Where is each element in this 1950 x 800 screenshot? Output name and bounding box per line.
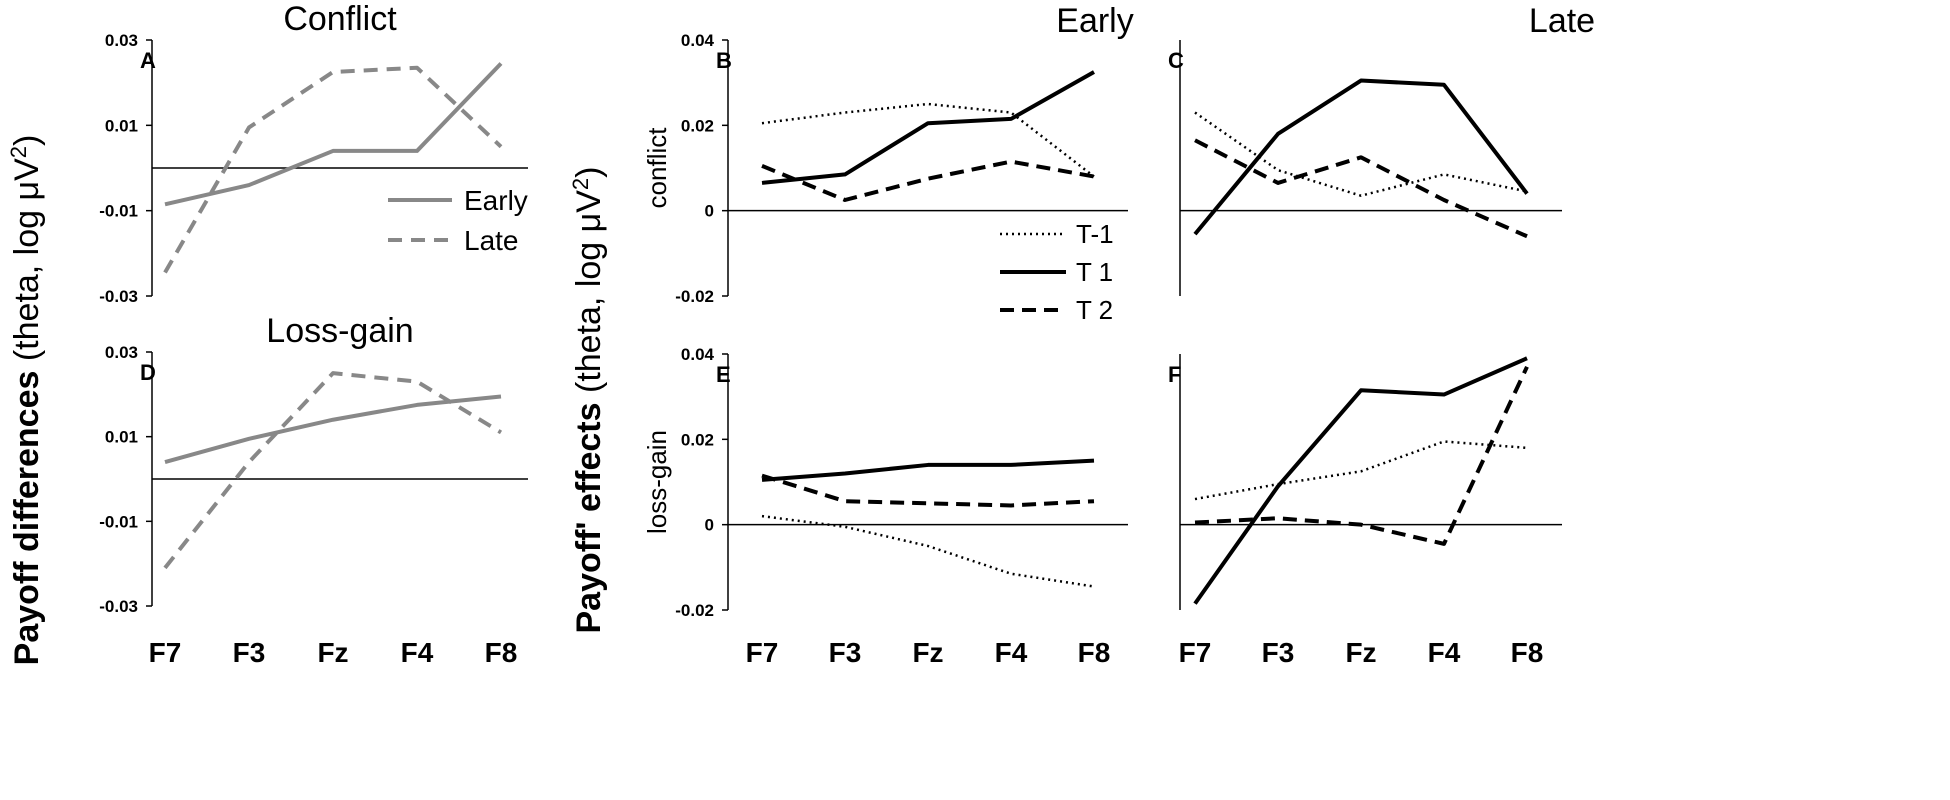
x-tick-label: F3: [1262, 637, 1295, 668]
series-line-t1: [1193, 78, 1529, 236]
x-tick-label: F7: [746, 637, 779, 668]
series-line-t-1: [1194, 440, 1528, 501]
left-y-axis-label-sup: 2: [6, 146, 31, 158]
right-y-axis-label-rest: (theta, log μV: [570, 190, 608, 403]
series-line-t2: [1194, 365, 1529, 546]
y-tick-label: -0.01: [99, 202, 138, 221]
panel-c: C: [1168, 40, 1562, 296]
panel-title: Loss-gain: [266, 312, 413, 350]
right-y-axis-label-bold: Payoff' effects: [570, 402, 608, 633]
left-y-axis-label-bold: Payoff differences: [8, 371, 46, 666]
legend-label: Late: [464, 225, 519, 256]
panel-label: A: [140, 48, 156, 73]
series-line-t2: [761, 473, 1095, 508]
x-tick-label: F4: [401, 637, 434, 668]
y-tick-label: 0.02: [681, 116, 714, 135]
x-tick-label: Fz: [1345, 637, 1376, 668]
y-tick-label: 0.03: [105, 31, 138, 50]
panel-y-label: loss-gain: [642, 430, 672, 534]
series-line-t2: [761, 159, 1095, 202]
left-y-axis-label: Payoff differences (theta, log μV2): [6, 135, 46, 666]
panel-label: E: [716, 362, 731, 387]
right-y-axis-label: Payoff' effects (theta, log μV2): [568, 167, 608, 634]
panel-d: 0.03 0.01 -0.01 -0.03 F7 F3 Fz F4 F8 D Loss-gain: [99, 312, 528, 668]
series-line-early: [164, 394, 502, 464]
series-line-t2: [1194, 138, 1528, 239]
series-line-t-1: [761, 102, 1095, 178]
y-tick-label: 0.01: [105, 116, 138, 135]
legend-label: T 2: [1076, 295, 1113, 325]
y-tick-label: 0.02: [681, 430, 714, 449]
series-line-early: [164, 62, 503, 207]
x-tick-label: F7: [149, 637, 182, 668]
x-tick-label: F8: [1511, 637, 1544, 668]
panel-label: F: [1168, 362, 1181, 387]
series-line-t1: [761, 70, 1095, 185]
legend-label: T-1: [1076, 219, 1114, 249]
y-tick-label: 0.04: [681, 31, 715, 50]
x-tick-label: F7: [1179, 637, 1212, 668]
panel-f: F7 F3 Fz F4 F8 F: [1168, 354, 1562, 668]
panel-y-label: conflict: [642, 127, 672, 209]
x-tick-label: F3: [829, 637, 862, 668]
y-tick-label: 0.01: [105, 428, 138, 447]
x-tick-label: F3: [233, 637, 266, 668]
x-tick-label: F8: [485, 637, 518, 668]
left-y-axis-label-rest: (theta, log μV: [8, 158, 46, 371]
right-y-axis-label-close: ): [570, 167, 608, 178]
panel-label: B: [716, 48, 732, 73]
x-tick-label: F4: [1428, 637, 1461, 668]
y-tick-label: -0.01: [99, 512, 138, 531]
panel-label: C: [1168, 48, 1184, 73]
y-tick-label: 0.04: [681, 345, 715, 364]
y-tick-label: 0.03: [105, 343, 138, 362]
x-tick-label: Fz: [912, 637, 943, 668]
x-tick-label: F8: [1078, 637, 1111, 668]
series-line-t-1: [761, 514, 1095, 588]
y-tick-label: -0.02: [675, 601, 714, 620]
y-tick-label: -0.03: [99, 597, 138, 616]
series-line-t1: [761, 458, 1095, 482]
y-tick-label: 0: [705, 202, 714, 221]
column-title-early: Early: [1056, 2, 1133, 40]
x-tick-label: F4: [995, 637, 1028, 668]
panel-a: 0.03 0.01 -0.01 -0.03 A Conflict Early Late: [99, 0, 528, 306]
y-tick-label: -0.03: [99, 287, 138, 306]
y-tick-label: -0.02: [675, 287, 714, 306]
panel-title: Conflict: [283, 0, 397, 38]
right-y-axis-label-sup: 2: [568, 178, 593, 190]
legend-label: T 1: [1076, 257, 1113, 287]
y-tick-label: 0: [705, 516, 714, 535]
left-y-axis-label-close: ): [8, 135, 46, 146]
panels: 0.03 0.01 -0.01 -0.03 A Conflict Early Late 0.04…: [99, 0, 1562, 668]
column-title-late: Late: [1529, 2, 1595, 40]
series-line-t1: [1193, 356, 1528, 605]
series-line-late: [163, 371, 503, 570]
series-line-late: [163, 65, 503, 274]
panel-label: D: [140, 360, 156, 385]
legend-label: Early: [464, 185, 528, 216]
x-tick-label: Fz: [317, 637, 348, 668]
series-line-t-1: [1194, 111, 1528, 197]
